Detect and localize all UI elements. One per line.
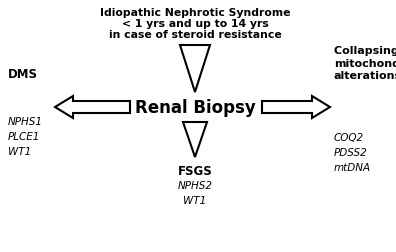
Text: < 1 yrs and up to 14 yrs: < 1 yrs and up to 14 yrs (122, 19, 268, 29)
Text: DMS: DMS (8, 68, 38, 81)
Polygon shape (55, 97, 130, 118)
Text: COQ2
PDSS2
mtDNA: COQ2 PDSS2 mtDNA (334, 133, 371, 172)
Polygon shape (183, 122, 207, 158)
Text: Idiopathic Nephrotic Syndrome: Idiopathic Nephrotic Syndrome (100, 8, 290, 18)
Text: Collapsing and
mitochondrial
alterations: Collapsing and mitochondrial alterations (334, 46, 396, 81)
Text: in case of steroid resistance: in case of steroid resistance (109, 30, 282, 40)
Text: NPHS1
PLCE1
WT1: NPHS1 PLCE1 WT1 (8, 116, 43, 156)
Text: FSGS: FSGS (178, 164, 212, 177)
Text: NPHS2
WT1: NPHS2 WT1 (177, 180, 213, 205)
Polygon shape (262, 97, 330, 118)
Polygon shape (180, 46, 210, 93)
Text: Renal Biopsy: Renal Biopsy (135, 99, 255, 116)
